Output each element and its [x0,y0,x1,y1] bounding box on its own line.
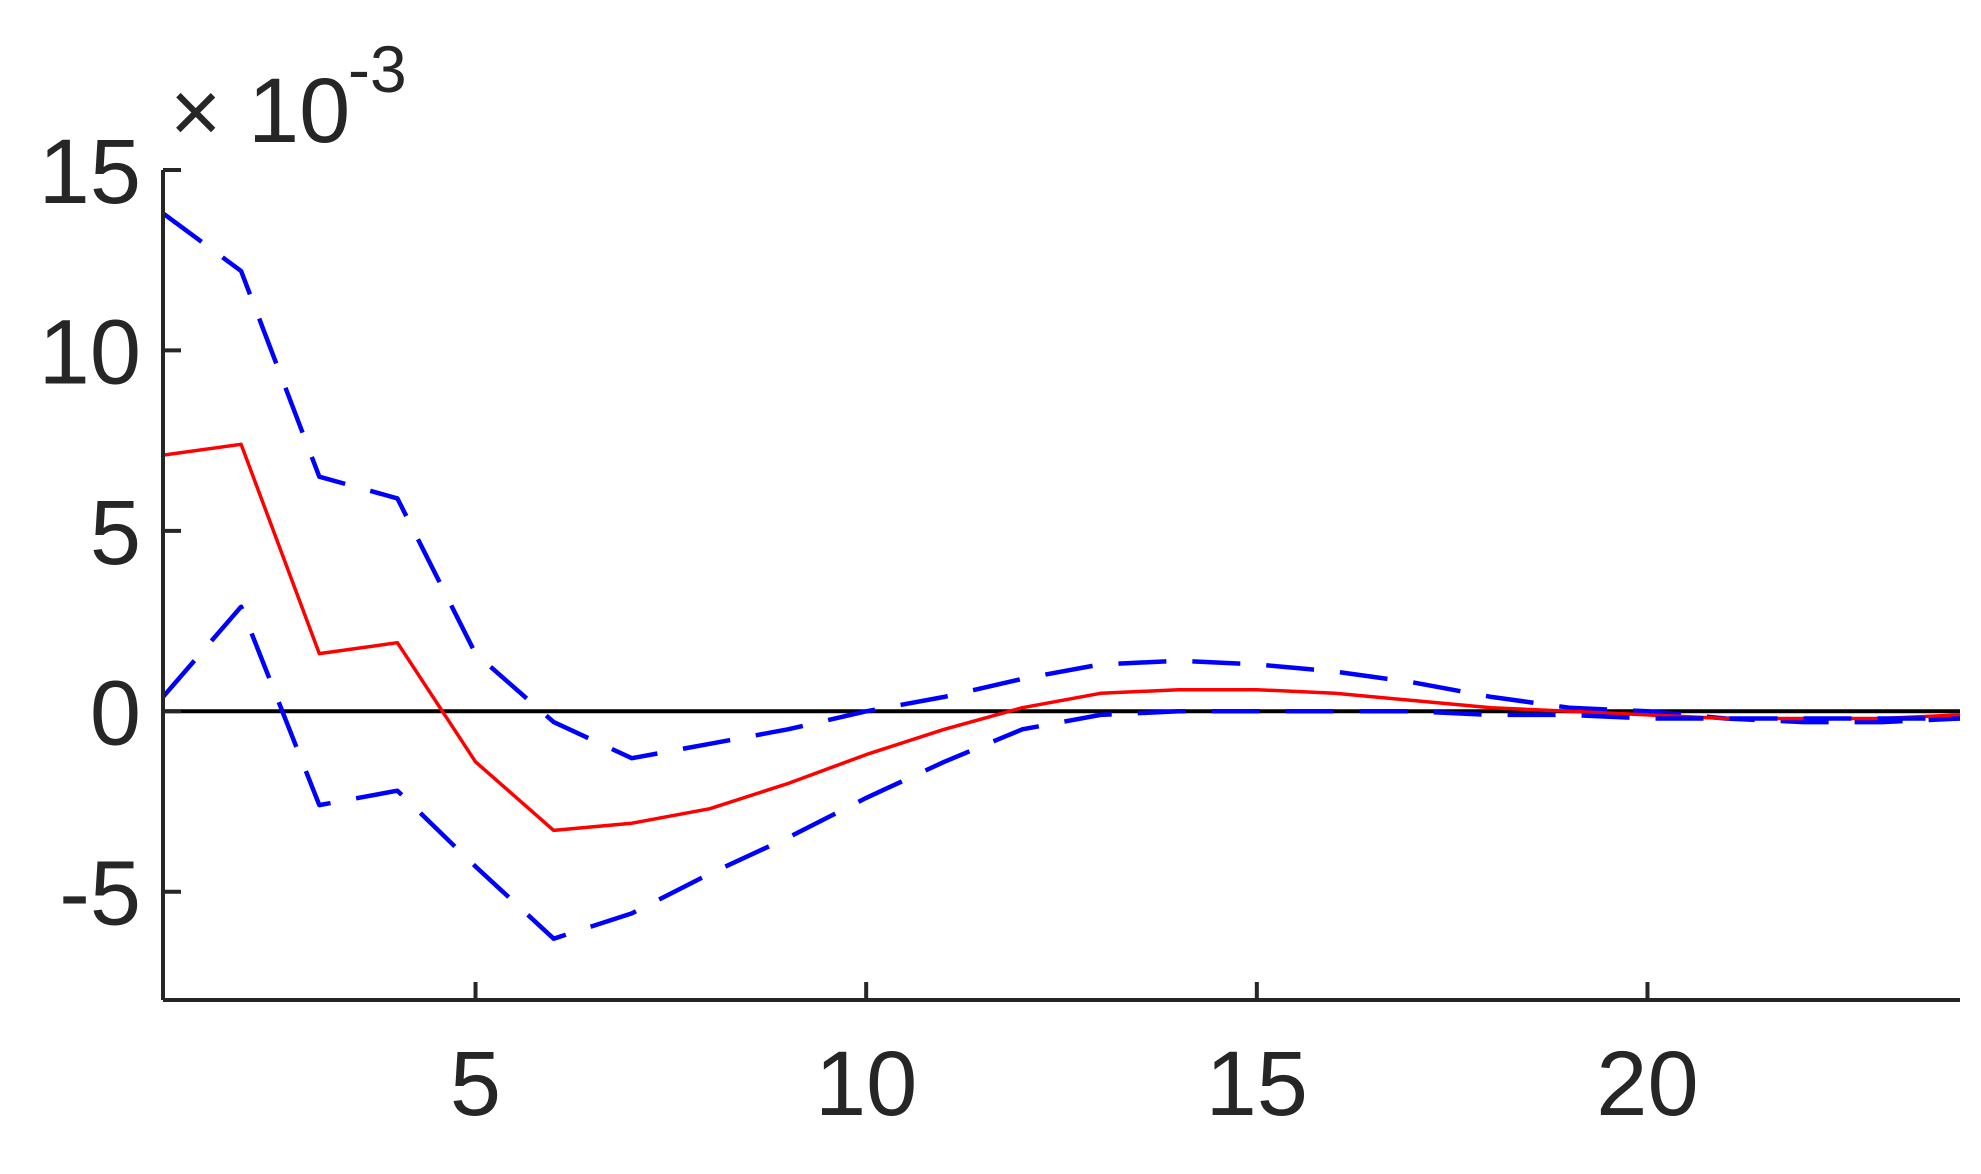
multiplier-exponent: -3 [348,32,407,106]
y-tick-label: -5 [59,843,141,945]
x-tick-label: 10 [815,1033,917,1135]
series-line-center [163,442,1960,833]
x-tick-label: 20 [1596,1033,1698,1135]
multiplier-times-symbol: × [170,62,221,161]
x-tick-label: 15 [1206,1033,1308,1135]
ticks-layer: 5 10 15 20 -5 0 5 10 15 [39,121,1699,1135]
x-tick-label: 5 [450,1033,501,1135]
y-tick-label: 15 [39,121,141,223]
series-line-upper-band [163,211,1960,761]
y-tick-label: 10 [39,301,141,403]
multiplier-base: 10 [248,60,350,162]
y-axis-multiplier: × 10 -3 [170,32,407,162]
y-tick-label: 0 [90,662,141,764]
series-line-lower-band [163,604,1960,941]
axes-layer [161,170,1960,1002]
series-layer [163,211,1960,941]
y-tick-label: 5 [90,482,141,584]
